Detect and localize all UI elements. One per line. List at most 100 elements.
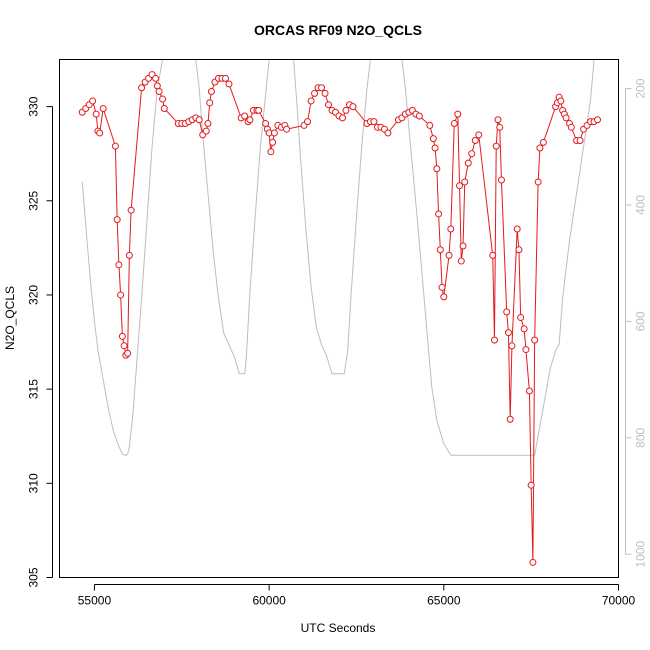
data-point	[506, 415, 514, 423]
data-point	[494, 116, 502, 124]
data-point	[307, 97, 315, 105]
data-point	[370, 118, 378, 126]
data-point	[456, 182, 464, 190]
data-point	[118, 332, 126, 340]
data-point	[269, 138, 277, 146]
data-point	[450, 120, 458, 128]
data-point	[325, 101, 333, 109]
y-tick-label: 310	[27, 473, 41, 493]
data-point	[304, 118, 312, 126]
data-point	[557, 97, 565, 105]
data-point	[529, 558, 537, 566]
data-point	[311, 89, 319, 97]
data-point	[433, 165, 441, 173]
data-point	[562, 114, 570, 122]
y-tick-label: 320	[27, 285, 41, 305]
x-tick-label: 60000	[252, 594, 286, 608]
data-point	[384, 129, 392, 137]
data-point	[241, 112, 249, 120]
y-tick-label: 330	[27, 96, 41, 116]
data-point	[159, 95, 167, 103]
data-point	[160, 104, 168, 112]
data-point	[429, 135, 437, 143]
series-n2o-qcls	[78, 71, 602, 566]
y-tick-label: 325	[27, 190, 41, 210]
data-point	[461, 178, 469, 186]
data-point	[125, 251, 133, 259]
data-point	[89, 97, 97, 105]
y2-tick-label: 1000	[634, 541, 648, 568]
series-aircraft-altitude	[81, 59, 595, 456]
data-point	[490, 336, 498, 344]
y2-tick-label: 200	[634, 78, 648, 98]
data-point	[92, 110, 100, 118]
y2-tick-label: 600	[634, 311, 648, 331]
data-point	[496, 123, 504, 131]
plot-frame	[59, 59, 619, 578]
data-point	[489, 251, 497, 259]
data-point	[520, 325, 528, 333]
chart-title: ORCAS RF09 N2O_QCLS	[254, 22, 422, 38]
data-point	[207, 88, 215, 96]
y-tick-label: 315	[27, 379, 41, 399]
y-axis-left: 305 310 315 320 325 330	[27, 96, 53, 588]
y2-tick-label: 800	[634, 427, 648, 447]
data-point	[318, 84, 326, 92]
x-tick-label: 70000	[602, 594, 636, 608]
data-point	[497, 176, 505, 184]
data-point	[515, 246, 523, 254]
data-point	[576, 137, 584, 144]
data-point	[206, 99, 214, 107]
data-point	[468, 150, 476, 158]
data-point	[153, 82, 161, 90]
data-point	[225, 80, 233, 88]
data-point	[124, 349, 132, 357]
data-point	[447, 225, 455, 233]
data-point	[113, 216, 121, 224]
data-point	[99, 104, 107, 112]
data-point	[436, 246, 444, 254]
data-point	[96, 129, 104, 137]
data-point	[471, 137, 479, 144]
x-axis: 55000 60000 65000 70000	[78, 584, 636, 608]
data-point	[454, 110, 462, 118]
data-point	[536, 144, 544, 152]
data-point	[204, 120, 212, 128]
data-point	[155, 88, 163, 96]
data-point	[321, 89, 329, 97]
y-axis-right: 200 400 600 800 1000	[625, 78, 648, 568]
data-point	[221, 74, 229, 82]
data-point	[435, 210, 443, 218]
data-point	[117, 291, 125, 299]
data-point	[517, 314, 525, 322]
data-point	[531, 336, 539, 344]
data-point	[195, 116, 203, 124]
data-point	[283, 125, 291, 133]
data-point	[255, 106, 263, 114]
data-point	[349, 103, 357, 111]
data-point	[415, 112, 423, 120]
data-point	[492, 142, 500, 150]
data-point	[246, 116, 254, 124]
data-point	[111, 142, 119, 150]
y-axis-title: N2O_QCLS	[3, 286, 17, 350]
data-point	[513, 225, 521, 233]
y-tick-label: 305	[27, 567, 41, 587]
data-point	[431, 144, 439, 152]
data-point	[445, 251, 453, 259]
data-point	[270, 129, 278, 137]
x-tick-label: 55000	[78, 594, 112, 608]
data-point	[525, 387, 533, 395]
data-point	[464, 159, 472, 167]
data-point	[438, 283, 446, 291]
data-point	[508, 342, 516, 350]
data-point	[440, 293, 448, 301]
data-point	[457, 257, 465, 265]
altitude-line	[81, 59, 595, 456]
data-point	[504, 329, 512, 337]
data-point	[475, 131, 483, 139]
data-point	[152, 74, 160, 82]
y2-tick-label: 400	[634, 195, 648, 215]
data-point	[594, 116, 602, 124]
